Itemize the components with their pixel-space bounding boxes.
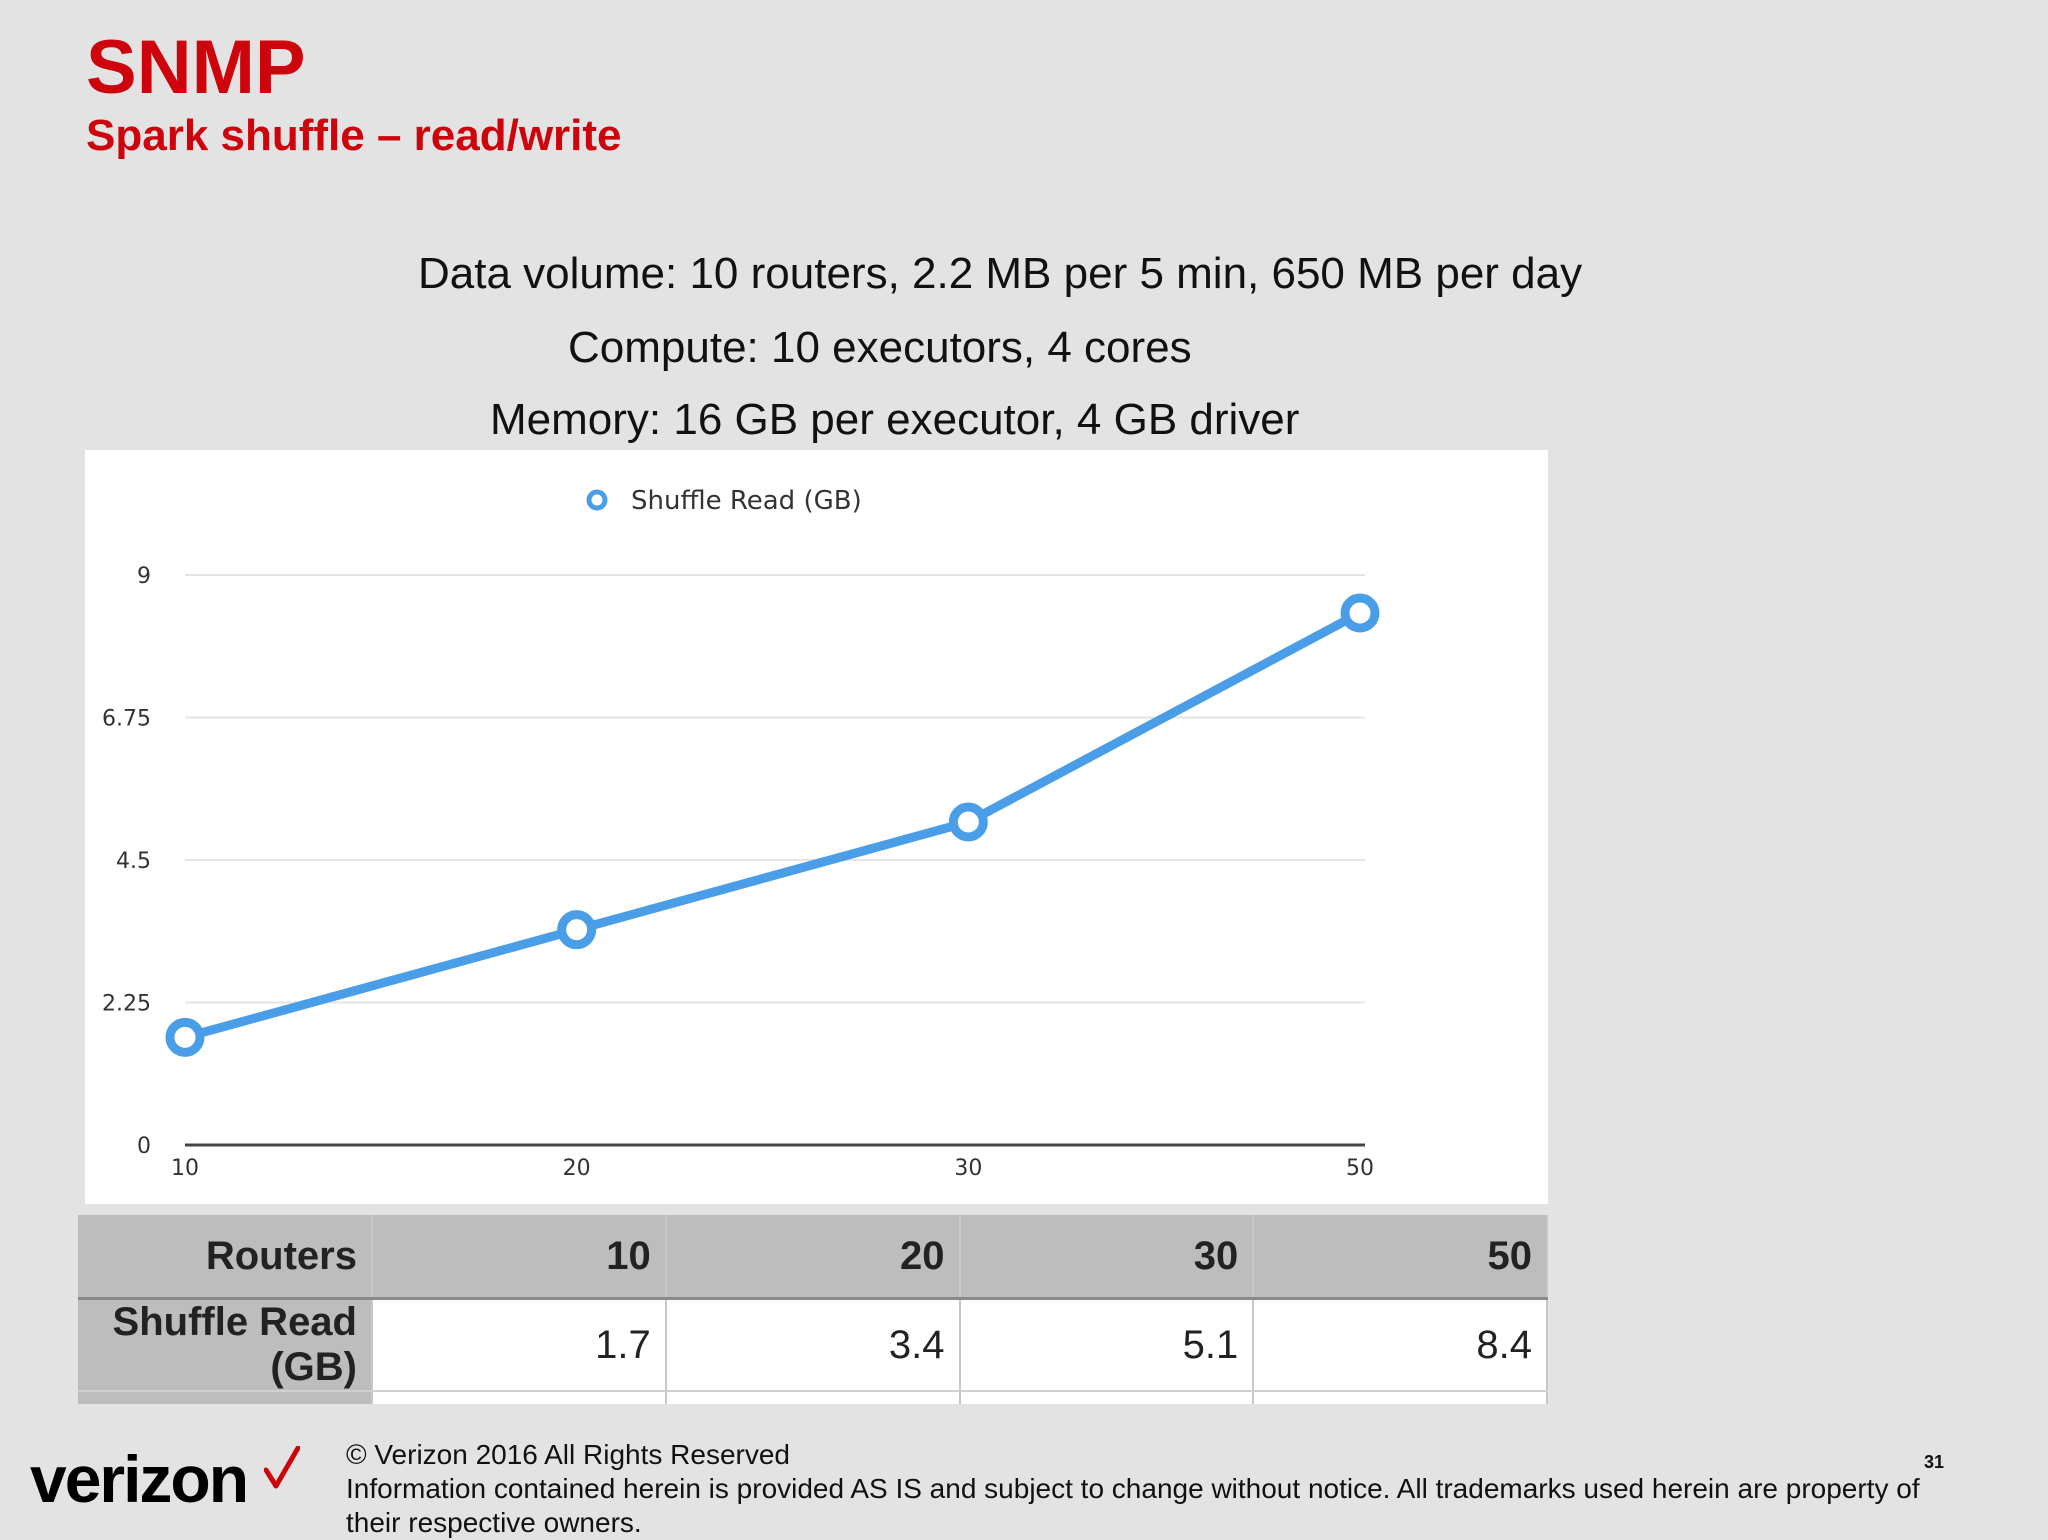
table-header-label: Routers	[78, 1215, 373, 1300]
table-cell: 3.4	[665, 1298, 961, 1392]
y-tick-label: 4.5	[116, 849, 151, 874]
page-number: 31	[1924, 1452, 1945, 1472]
data-point	[1340, 593, 1380, 633]
table-cell: 1.7	[372, 1298, 667, 1392]
y-tick-label: 2.25	[102, 992, 151, 1017]
table-row-partial	[78, 1391, 1548, 1404]
table-header-cell: 30	[959, 1215, 1255, 1300]
y-tick-label: 6.75	[102, 707, 151, 732]
table-row-label: Shuffle Read (GB)	[78, 1298, 373, 1392]
table-row: Shuffle Read (GB) 1.7 3.4 5.1 8.4	[78, 1298, 1548, 1392]
table-stub-cell	[372, 1391, 667, 1404]
info-compute: Compute: 10 executors, 4 cores	[568, 323, 1192, 372]
table-stub-cell	[78, 1391, 373, 1404]
slide-subtitle: Spark shuffle – read/write	[86, 111, 622, 160]
series-line	[183, 609, 1363, 1042]
x-tick-label: 30	[954, 1156, 982, 1181]
table-header-row: Routers 10 20 30 50	[78, 1215, 1548, 1300]
table-stub-cell	[1253, 1391, 1548, 1404]
y-tick-label: 9	[137, 564, 151, 589]
info-data-volume: Data volume: 10 routers, 2.2 MB per 5 mi…	[418, 249, 1583, 298]
legend-marker	[586, 489, 608, 511]
footer-notice: Information contained herein is provided…	[346, 1473, 1920, 1539]
table-header-cell: 50	[1253, 1215, 1548, 1300]
x-tick-label: 50	[1346, 1156, 1374, 1181]
data-table: Routers 10 20 30 50 Shuffle Read (GB) 1.…	[78, 1215, 1548, 1404]
table-header-cell: 20	[665, 1215, 961, 1300]
table-cell: 5.1	[959, 1298, 1255, 1392]
line-chart: 0 2.25 4.5 6.75 9 10 20 30 50 Shuffle Read (GB)	[102, 486, 1380, 1181]
y-tick-label: 0	[137, 1134, 151, 1159]
x-tick-label: 20	[563, 1156, 591, 1181]
verizon-check-icon	[264, 1446, 300, 1489]
info-memory: Memory: 16 GB per executor, 4 GB driver	[490, 395, 1300, 444]
footer-copyright: © Verizon 2016 All Rights Reserved	[346, 1439, 790, 1470]
table-stub-cell	[959, 1391, 1255, 1404]
verizon-logo: verizon	[30, 1442, 249, 1516]
slide-title: SNMP	[86, 25, 306, 110]
data-point	[165, 1017, 205, 1057]
legend-label: Shuffle Read (GB)	[631, 486, 862, 516]
data-point	[557, 910, 597, 950]
table-header-cell: 10	[372, 1215, 667, 1300]
chart-panel: 0 2.25 4.5 6.75 9 10 20 30 50 Shuffle Read (GB)	[85, 450, 1548, 1204]
data-point	[948, 802, 988, 842]
x-tick-label: 10	[171, 1156, 199, 1181]
table-stub-cell	[665, 1391, 961, 1404]
table-cell: 8.4	[1253, 1298, 1548, 1392]
